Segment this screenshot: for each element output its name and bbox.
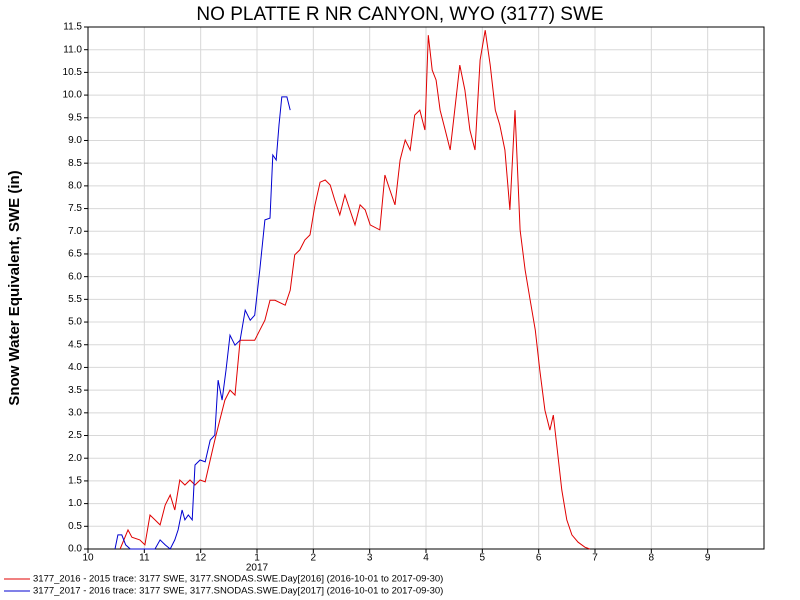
y-tick-label: 1.0 — [68, 498, 82, 509]
x-tick-label: 10 — [82, 553, 94, 564]
y-tick-label: 7.0 — [68, 226, 82, 237]
chart-title: NO PLATTE R NR CANYON, WYO (3177) SWE — [196, 4, 603, 25]
y-tick-label: 4.0 — [68, 362, 82, 373]
y-tick-label: 0.0 — [68, 544, 82, 555]
series-line — [119, 30, 591, 550]
x-tick-label: 12 — [195, 553, 207, 564]
series-line — [114, 96, 291, 550]
y-tick-label: 3.0 — [68, 407, 82, 418]
y-tick-label: 11.5 — [63, 22, 82, 33]
legend-label: 3177_2016 - 2015 trace: 3177 SWE, 3177.S… — [33, 574, 443, 585]
x-tick-label: 4 — [423, 553, 429, 564]
y-tick-label: 3.5 — [68, 385, 82, 396]
x-tick-label: 1 — [254, 553, 260, 564]
y-tick-label: 7.5 — [68, 203, 82, 214]
y-tick-label: 1.5 — [68, 476, 82, 487]
y-tick-label: 5.5 — [68, 294, 82, 305]
x-tick-label: 9 — [705, 553, 711, 564]
y-tick-label: 0.5 — [68, 521, 82, 532]
y-tick-label: 4.5 — [68, 339, 82, 350]
x-tick-label: 8 — [649, 553, 655, 564]
y-tick-label: 6.0 — [68, 271, 82, 282]
y-tick-label: 8.0 — [68, 181, 82, 192]
x-tick-label: 5 — [480, 553, 486, 564]
legend-label: 3177_2017 - 2016 trace: 3177 SWE, 3177.S… — [33, 586, 443, 597]
y-tick-label: 5.0 — [68, 317, 82, 328]
plot-frame — [87, 26, 765, 550]
y-tick-label: 2.5 — [68, 430, 82, 441]
y-tick-label: 8.5 — [68, 158, 82, 169]
y-tick-label: 10.0 — [63, 90, 83, 101]
x-tick-label: 6 — [536, 553, 542, 564]
y-tick-label: 10.5 — [63, 67, 83, 78]
y-tick-label: 9.5 — [68, 112, 82, 123]
y-tick-label: 6.5 — [68, 249, 82, 260]
year-label: 2017 — [246, 563, 269, 574]
y-tick-label: 2.0 — [68, 453, 82, 464]
x-tick-label: 11 — [139, 553, 150, 564]
y-axis-label: Snow Water Equivalent, SWE (in) — [6, 170, 23, 405]
y-tick-label: 11.0 — [63, 44, 82, 55]
x-tick-label: 7 — [592, 553, 598, 564]
x-tick-label: 3 — [367, 553, 373, 564]
y-tick-label: 9.0 — [68, 135, 82, 146]
x-tick-label: 2 — [311, 553, 317, 564]
